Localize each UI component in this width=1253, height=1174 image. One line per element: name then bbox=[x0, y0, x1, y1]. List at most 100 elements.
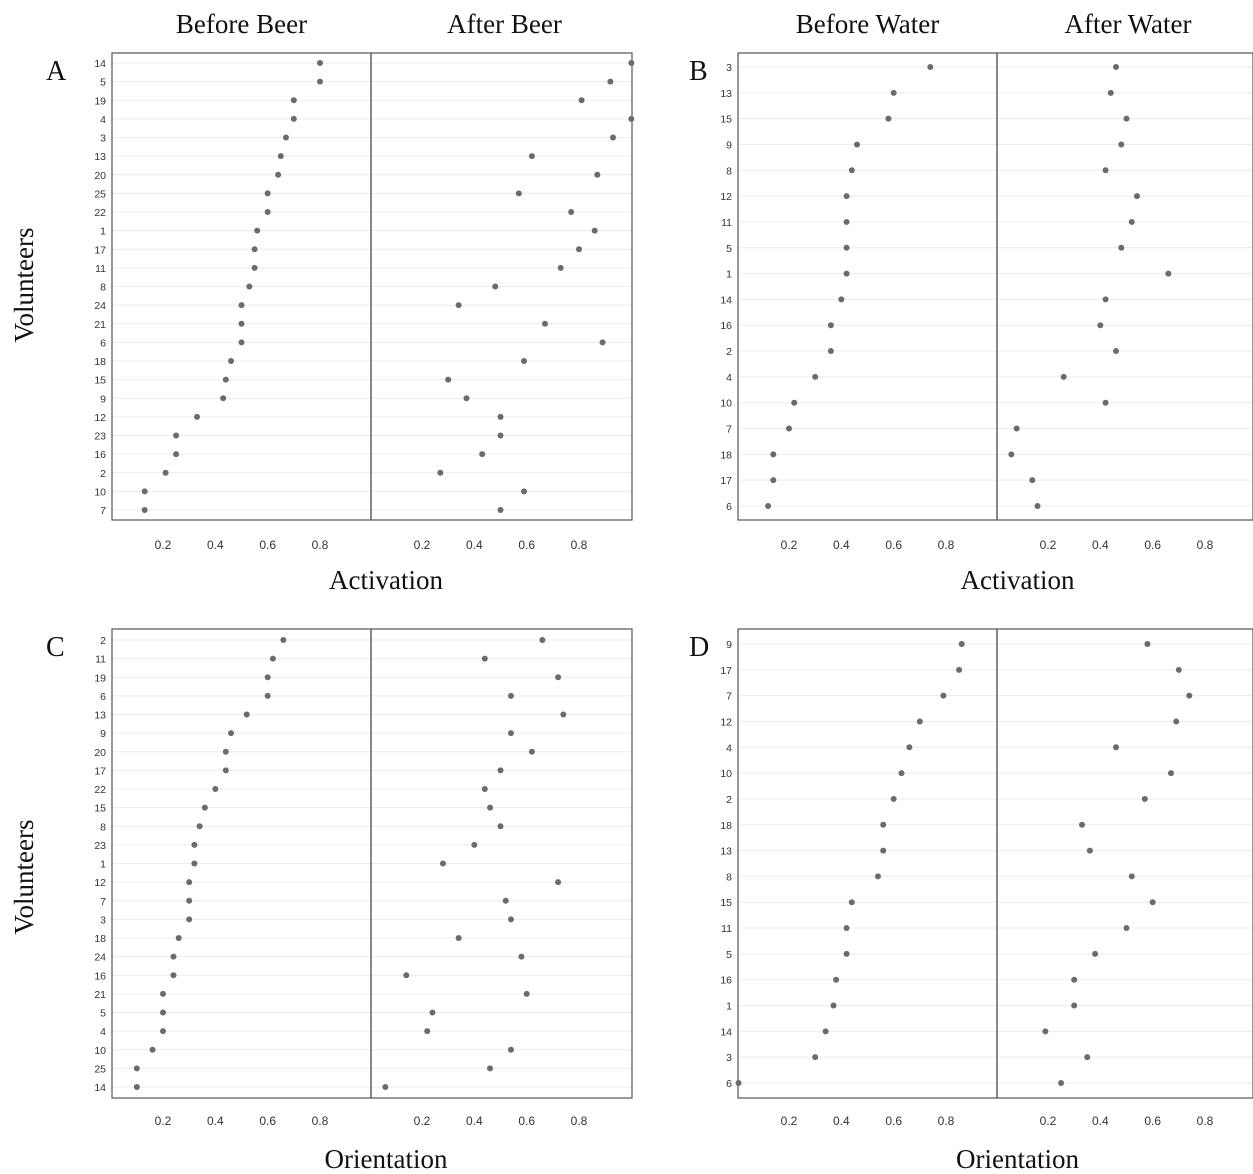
point-after bbox=[1113, 64, 1120, 70]
panel-frame bbox=[737, 52, 1253, 521]
volunteer-tick-label: 10 bbox=[94, 486, 106, 498]
volunteer-tick-label: 11 bbox=[95, 263, 106, 275]
volunteer-tick-label: 1 bbox=[100, 859, 106, 871]
point-before bbox=[141, 488, 148, 495]
point-before bbox=[927, 64, 934, 70]
volunteer-tick-label: 12 bbox=[720, 716, 732, 728]
point-before bbox=[186, 879, 193, 886]
point-before bbox=[243, 711, 250, 718]
volunteer-tick-label: 7 bbox=[100, 505, 106, 517]
volunteer-tick-label: 23 bbox=[94, 840, 106, 852]
volunteer-tick-label: 15 bbox=[94, 375, 106, 387]
facet-title-after: After Water bbox=[1064, 9, 1191, 39]
point-before bbox=[906, 744, 913, 751]
volunteer-tick-label: 21 bbox=[94, 319, 106, 331]
point-before bbox=[940, 692, 947, 699]
x-tick-label: 0.8 bbox=[1197, 538, 1214, 552]
x-tick-label: 0.8 bbox=[1197, 1114, 1214, 1128]
point-before bbox=[843, 244, 850, 251]
point-after bbox=[507, 1046, 514, 1053]
volunteer-tick-label: 9 bbox=[100, 728, 106, 740]
point-after bbox=[424, 1028, 431, 1035]
point-before bbox=[191, 841, 198, 848]
point-before bbox=[222, 767, 229, 774]
point-after bbox=[1084, 1054, 1091, 1061]
volunteer-tick-label: 6 bbox=[100, 337, 106, 349]
point-before bbox=[275, 171, 282, 178]
point-after bbox=[1133, 193, 1140, 200]
point-after bbox=[1141, 795, 1148, 802]
x-tick-label: 0.4 bbox=[466, 1114, 483, 1128]
volunteer-tick-label: 18 bbox=[94, 356, 106, 368]
x-tick-label: 0.2 bbox=[781, 538, 798, 552]
volunteer-tick-label: 14 bbox=[94, 58, 106, 70]
point-before bbox=[827, 322, 834, 329]
point-after bbox=[541, 320, 548, 327]
volunteer-tick-label: 17 bbox=[94, 765, 106, 777]
point-before bbox=[194, 413, 201, 420]
point-before bbox=[791, 399, 798, 406]
x-tick-label: 0.4 bbox=[207, 538, 224, 552]
point-before bbox=[880, 847, 887, 854]
point-before bbox=[251, 264, 258, 271]
x-tick-label: 0.2 bbox=[1040, 1114, 1057, 1128]
volunteer-tick-label: 18 bbox=[720, 449, 732, 461]
point-before bbox=[160, 990, 166, 997]
point-before bbox=[874, 873, 881, 880]
point-before bbox=[170, 953, 177, 960]
point-after bbox=[1092, 950, 1099, 957]
volunteer-tick-label: 2 bbox=[100, 468, 106, 480]
point-before bbox=[843, 270, 850, 277]
point-after bbox=[1097, 322, 1104, 329]
volunteer-tick-label: 5 bbox=[726, 243, 732, 255]
point-after bbox=[439, 860, 446, 867]
point-after bbox=[1071, 1002, 1078, 1009]
volunteer-tick-label: 24 bbox=[94, 952, 106, 964]
volunteer-tick-label: 18 bbox=[720, 820, 732, 832]
x-tick-label: 0.4 bbox=[1092, 1114, 1109, 1128]
point-after bbox=[1060, 373, 1067, 380]
volunteer-tick-label: 17 bbox=[720, 665, 732, 677]
point-after bbox=[1118, 244, 1125, 251]
panel-frame bbox=[111, 628, 633, 1099]
volunteer-tick-label: 8 bbox=[100, 821, 106, 833]
point-after bbox=[502, 897, 509, 904]
point-before bbox=[854, 141, 861, 148]
point-before bbox=[290, 97, 297, 104]
point-after bbox=[497, 507, 504, 513]
volunteer-tick-label: 23 bbox=[94, 431, 106, 443]
point-before bbox=[830, 1002, 837, 1009]
point-before bbox=[173, 432, 180, 439]
point-after bbox=[1165, 270, 1172, 277]
y-axis-label: Volunteers bbox=[9, 228, 39, 343]
volunteer-tick-label: 2 bbox=[100, 635, 106, 647]
x-tick-label: 0.4 bbox=[207, 1114, 224, 1128]
point-before bbox=[238, 339, 245, 346]
point-after bbox=[539, 637, 546, 643]
point-before bbox=[201, 804, 208, 811]
point-before bbox=[191, 860, 198, 867]
point-before bbox=[838, 296, 845, 303]
point-before bbox=[812, 1054, 819, 1061]
volunteer-tick-label: 22 bbox=[94, 207, 106, 219]
volunteer-tick-label: 5 bbox=[100, 77, 106, 89]
point-after bbox=[557, 264, 564, 271]
volunteer-tick-label: 11 bbox=[95, 654, 106, 666]
x-axis-label: Orientation bbox=[325, 1144, 448, 1174]
point-before bbox=[898, 770, 905, 777]
point-before bbox=[916, 718, 923, 725]
volunteer-tick-label: 21 bbox=[94, 989, 106, 1001]
x-tick-label: 0.2 bbox=[414, 538, 431, 552]
point-before bbox=[833, 976, 840, 983]
facet-title-after: After Beer bbox=[447, 9, 562, 39]
point-before bbox=[770, 451, 777, 458]
x-axis-label: Activation bbox=[329, 565, 443, 595]
point-after bbox=[555, 674, 562, 681]
point-after bbox=[528, 153, 535, 160]
point-before bbox=[282, 134, 289, 141]
point-after bbox=[518, 953, 525, 960]
x-tick-label: 0.8 bbox=[938, 538, 955, 552]
point-before bbox=[822, 1028, 829, 1035]
point-before bbox=[843, 950, 850, 957]
volunteer-tick-label: 16 bbox=[94, 449, 106, 461]
